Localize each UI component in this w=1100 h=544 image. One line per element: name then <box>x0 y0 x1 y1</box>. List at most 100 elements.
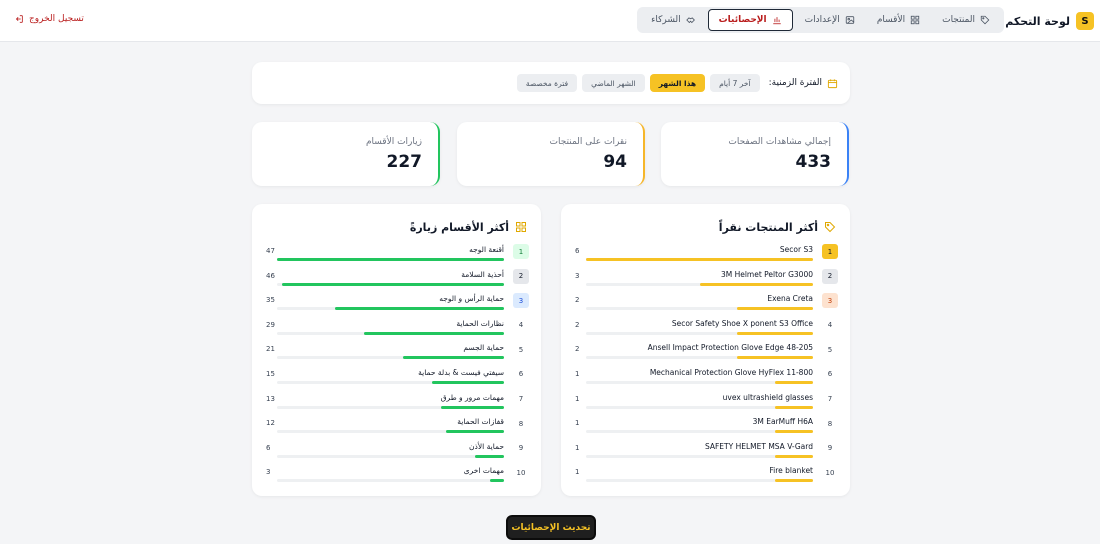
grid-icon <box>516 222 526 232</box>
rank-badge: 9 <box>827 444 833 453</box>
nav-item-label: الإعدادات <box>804 15 840 25</box>
rank-badge: 6 <box>518 370 524 379</box>
progress-track <box>586 282 813 286</box>
item-count: 2 <box>575 320 580 329</box>
list-item: 4 نظارات الحماية 29 <box>264 318 529 343</box>
brand-title: لوحة التحكم <box>1005 14 1070 28</box>
rank-badge: 2 <box>822 268 838 284</box>
rank-badge: 4 <box>518 321 524 330</box>
stat-label: إجمالي مشاهدات الصفحات <box>728 137 831 147</box>
nav-item-label: الإحصائيات <box>718 15 767 25</box>
nav-item-label: الأقسام <box>876 15 906 25</box>
item-name: نظارات الحماية <box>456 318 504 328</box>
item-name: Ansell Impact Protection Glove Edge 48-2… <box>647 343 813 353</box>
progress-track <box>277 282 504 286</box>
item-count: 21 <box>266 345 275 354</box>
item-count: 1 <box>575 394 580 403</box>
progress-track <box>277 258 504 261</box>
progress-track <box>277 380 504 384</box>
progress-track <box>586 307 813 311</box>
progress-fill <box>475 454 504 458</box>
stat-value: 227 <box>386 152 423 172</box>
item-name: 3M EarMuff H6A <box>752 417 813 427</box>
item-count: 6 <box>266 443 271 452</box>
progress-fill <box>699 282 813 286</box>
nav-item-settings[interactable]: الإعدادات <box>795 9 865 31</box>
item-count: 1 <box>575 369 580 378</box>
progress-fill <box>281 282 504 286</box>
brand[interactable]: S لوحة التحكم <box>1005 10 1094 32</box>
nav-item-categories[interactable]: الأقسام <box>867 9 930 31</box>
list-item: 5 حماية الجسم 21 <box>264 342 529 367</box>
item-count: 3 <box>266 468 271 477</box>
progress-fill <box>775 405 813 409</box>
rank-badge: 7 <box>518 395 524 404</box>
top-header: S لوحة التحكم المنتجات الأقسام الإعدادات… <box>0 0 1100 42</box>
list-item: 9 SAFETY HELMET MSA V-Gard 1 <box>573 441 838 466</box>
calendar-icon <box>827 78 838 88</box>
item-name: SAFETY HELMET MSA V-Gard <box>704 441 813 451</box>
period-option-last-month[interactable]: الشهر الماضي <box>582 74 645 92</box>
list-item: 7 uvex ultrashield glasses 1 <box>573 392 838 417</box>
rank-badge: 3 <box>822 293 838 309</box>
progress-fill <box>586 258 813 261</box>
item-name: مهمات مرور و طرق <box>440 392 504 402</box>
progress-track <box>586 258 813 261</box>
period-option-this-month[interactable]: هذا الشهر <box>649 74 706 92</box>
logout-button[interactable]: تسجيل الخروج <box>14 14 84 24</box>
progress-track <box>277 405 504 409</box>
item-count: 13 <box>266 394 275 403</box>
nav-item-label: الشركاء <box>651 15 681 25</box>
item-count: 47 <box>266 247 275 255</box>
progress-fill <box>775 479 813 483</box>
period-option-custom[interactable]: فترة مخصصة <box>516 74 578 92</box>
list-item: 6 سيفتي فيست & بدلة حماية 15 <box>264 367 529 392</box>
progress-fill <box>277 258 504 261</box>
progress-track <box>586 380 813 384</box>
list-item: 6 Mechanical Protection Glove HyFlex 11-8… <box>573 367 838 392</box>
nav-item-products[interactable]: المنتجات <box>932 9 1000 31</box>
top-categories-list: 1 أقنعة الوجه 47 2 أحذية السلامة 46 3 حماية الر… <box>264 244 529 490</box>
item-count: 6 <box>575 247 580 255</box>
refresh-stats-button[interactable]: تحديث الإحصائيات <box>506 515 596 540</box>
item-count: 12 <box>266 419 275 428</box>
item-name: Mechanical Protection Glove HyFlex 11-80… <box>649 367 813 377</box>
progress-fill <box>334 307 504 311</box>
item-name: حماية الأذن <box>469 441 504 451</box>
stat-card-category-visits: زيارات الأقسام 227 <box>252 122 440 186</box>
item-count: 46 <box>266 271 275 280</box>
item-count: 2 <box>575 345 580 354</box>
item-name: Secor Safety Shoe X ponent S3 Office <box>671 318 813 328</box>
nav-item-statistics[interactable]: الإحصائيات <box>707 9 793 31</box>
nav-item-label: المنتجات <box>942 15 975 25</box>
top-products-title: أكثر المنتجات نقراً <box>719 219 836 235</box>
nav-item-partners[interactable]: الشركاء <box>641 9 706 31</box>
stat-card-product-clicks: نقرات على المنتجات 94 <box>457 122 645 186</box>
progress-track <box>586 479 813 483</box>
list-item: 1 أقنعة الوجه 47 <box>264 244 529 269</box>
item-count: 2 <box>575 296 580 305</box>
rank-badge: 2 <box>513 268 529 284</box>
rank-badge: 6 <box>827 370 833 379</box>
top-categories-title: أكثر الأقسام زيارةً <box>410 219 527 235</box>
stat-value: 94 <box>603 152 627 172</box>
rank-badge: 1 <box>822 244 838 259</box>
list-item: 3 Exena Creta 2 <box>573 293 838 318</box>
list-item: 3 حماية الرأس و الوجه 35 <box>264 293 529 318</box>
item-name: مهمات اخرى <box>463 466 504 476</box>
item-name: Secor S3 <box>779 245 813 254</box>
top-products-card: أكثر المنتجات نقراً 1 Secor S3 6 2 3M Helmet… <box>561 204 850 496</box>
item-count: 3 <box>575 271 580 280</box>
period-option-last-7-days[interactable]: آخر 7 أيام <box>710 74 760 92</box>
list-item: 9 حماية الأذن 6 <box>264 441 529 466</box>
stat-value: 433 <box>795 152 832 172</box>
tag-icon <box>980 15 990 25</box>
list-item: 2 أحذية السلامة 46 <box>264 268 529 294</box>
period-filter-label: الفترة الزمنية: <box>769 78 838 89</box>
stat-label: زيارات الأقسام <box>365 137 422 147</box>
tag-icon <box>825 222 836 233</box>
progress-track <box>586 454 813 458</box>
progress-fill <box>737 356 813 360</box>
list-item: 10 Fire blanket 1 <box>573 465 838 490</box>
progress-fill <box>402 356 504 360</box>
